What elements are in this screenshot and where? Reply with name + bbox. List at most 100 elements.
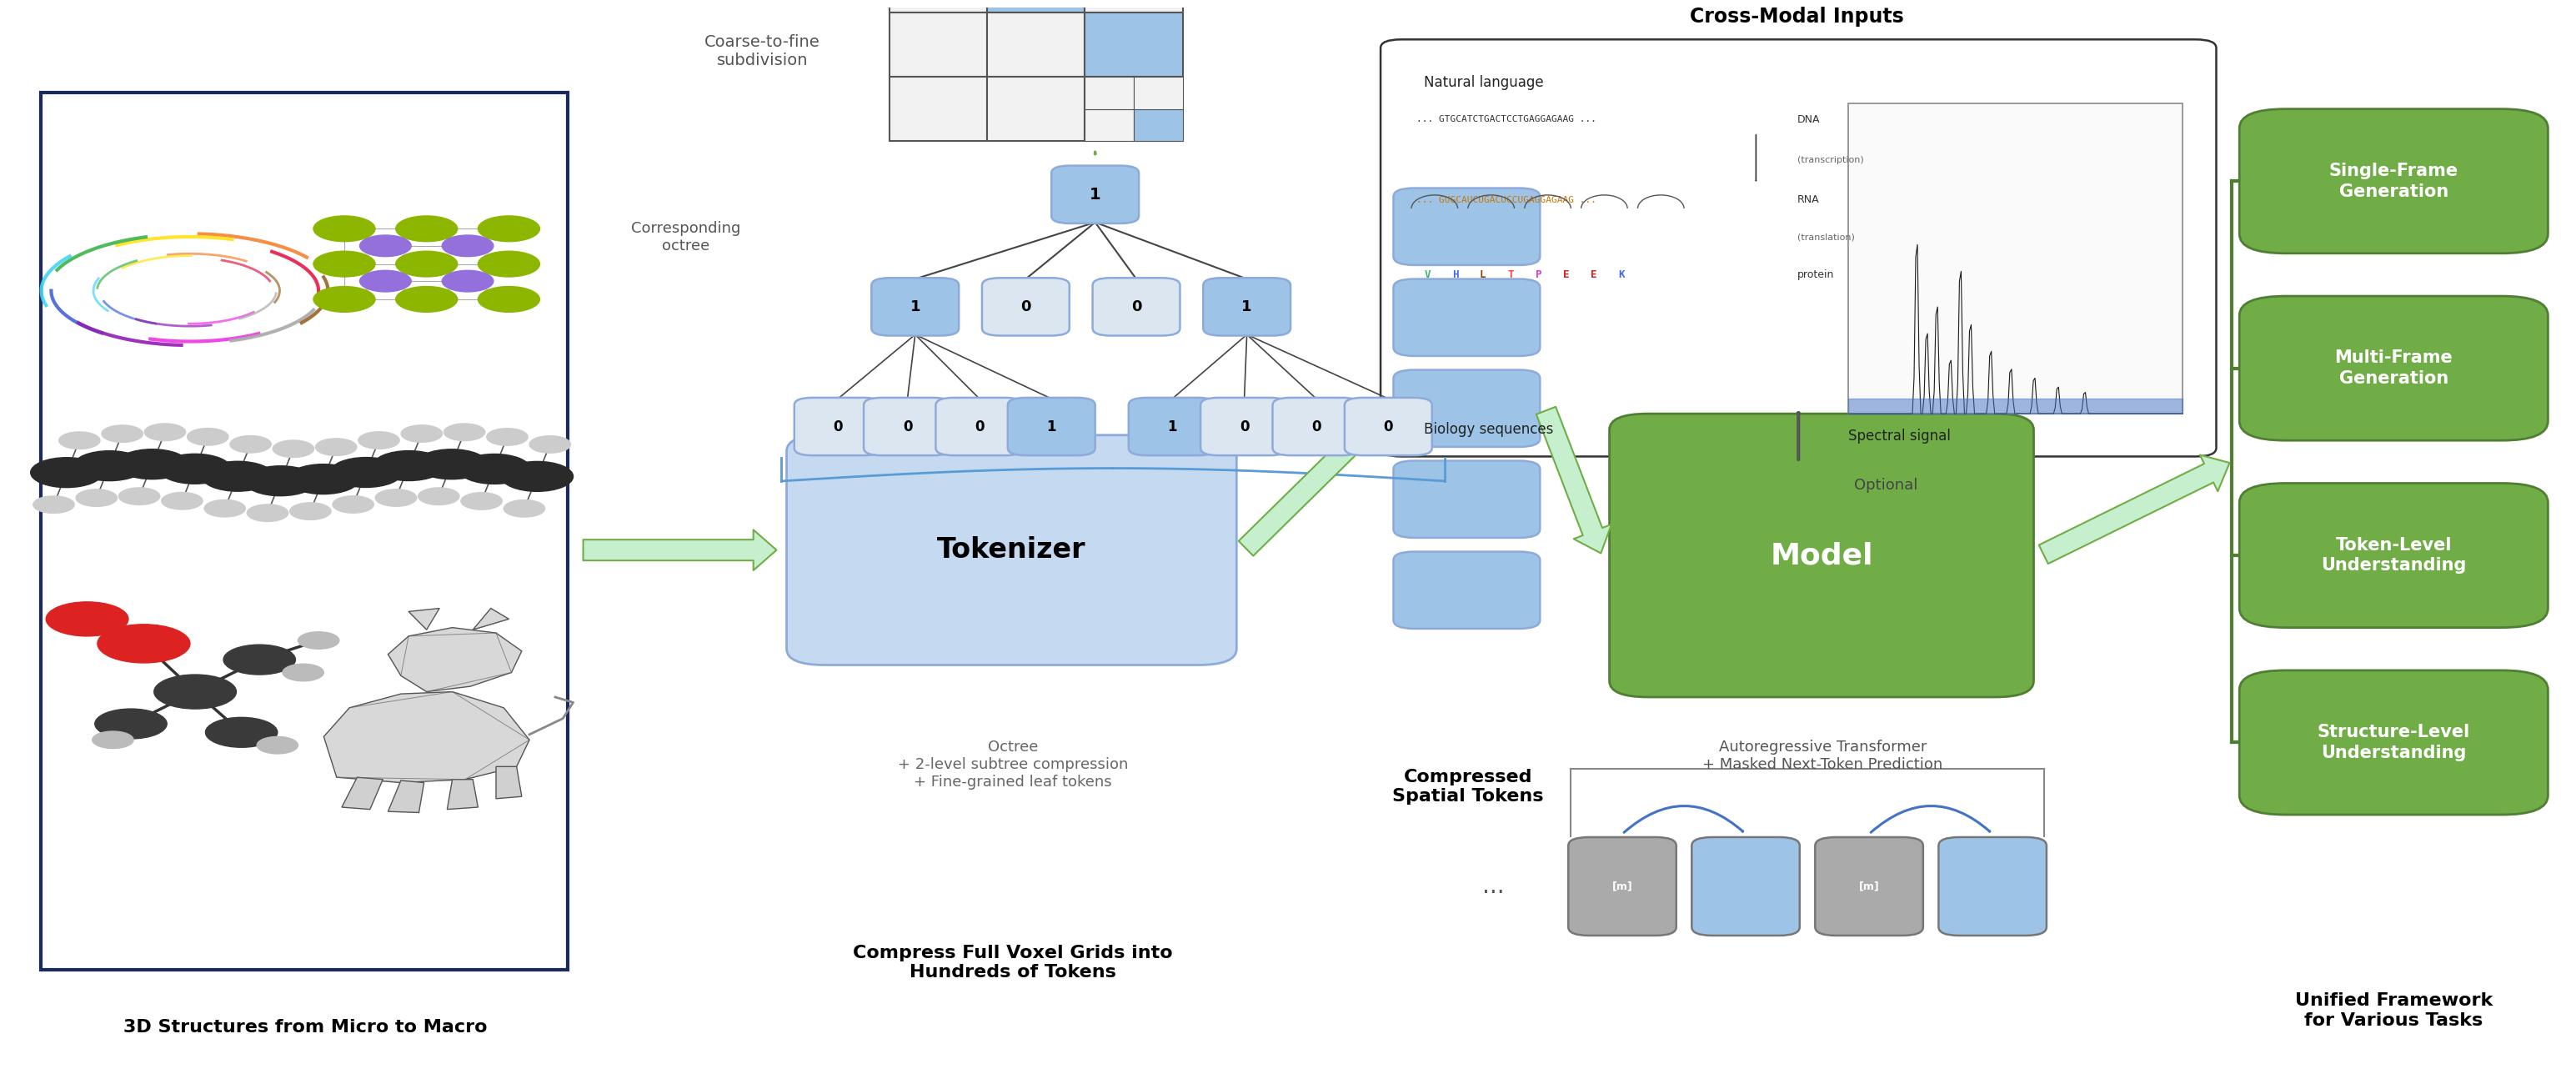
Circle shape: [273, 440, 314, 457]
Bar: [1133, 77, 1182, 109]
FancyBboxPatch shape: [1394, 551, 1540, 629]
Circle shape: [402, 425, 443, 442]
Circle shape: [461, 492, 502, 509]
Circle shape: [229, 436, 270, 453]
Text: 0: 0: [1239, 419, 1249, 434]
Polygon shape: [343, 777, 384, 809]
Circle shape: [98, 625, 191, 663]
Text: 0: 0: [1311, 419, 1321, 434]
Circle shape: [291, 503, 330, 520]
Text: 3D Structures from Micro to Macro: 3D Structures from Micro to Macro: [124, 1020, 487, 1036]
Circle shape: [459, 454, 531, 484]
FancyBboxPatch shape: [2239, 109, 2548, 254]
Text: Compress Full Voxel Grids into
Hundreds of Tokens: Compress Full Voxel Grids into Hundreds …: [853, 944, 1172, 981]
Circle shape: [397, 286, 459, 312]
Text: [m]: [m]: [1613, 880, 1633, 891]
Circle shape: [95, 709, 167, 739]
Circle shape: [361, 235, 412, 257]
Circle shape: [118, 488, 160, 505]
Circle shape: [314, 216, 376, 242]
Text: 0: 0: [974, 419, 984, 434]
Text: Model: Model: [1770, 542, 1873, 570]
Text: (translation): (translation): [1798, 233, 1855, 242]
Text: 1: 1: [1242, 299, 1252, 314]
Circle shape: [361, 271, 412, 291]
FancyBboxPatch shape: [1007, 398, 1095, 455]
FancyBboxPatch shape: [871, 278, 958, 336]
FancyBboxPatch shape: [2239, 483, 2548, 628]
Bar: [1084, 77, 1133, 109]
FancyBboxPatch shape: [1940, 837, 2045, 935]
Circle shape: [144, 424, 185, 440]
FancyBboxPatch shape: [1345, 398, 1432, 455]
Text: RNA: RNA: [1798, 194, 1819, 205]
Circle shape: [479, 251, 541, 277]
Bar: [987, 77, 1084, 141]
Circle shape: [100, 425, 142, 442]
FancyBboxPatch shape: [863, 398, 951, 455]
Circle shape: [59, 432, 100, 449]
FancyBboxPatch shape: [1394, 370, 1540, 447]
Text: Spectral signal: Spectral signal: [1850, 428, 1950, 443]
Text: Autoregressive Transformer
+ Masked Next-Token Prediction: Autoregressive Transformer + Masked Next…: [1703, 740, 1942, 773]
FancyBboxPatch shape: [1200, 398, 1288, 455]
Text: Structure-Level
Understanding: Structure-Level Understanding: [2318, 724, 2470, 761]
Text: Single-Frame
Generation: Single-Frame Generation: [2329, 163, 2458, 200]
Text: Unified Framework
for Various Tasks: Unified Framework for Various Tasks: [2295, 993, 2494, 1028]
Circle shape: [479, 286, 541, 312]
Text: 0: 0: [832, 419, 842, 434]
Text: Coarse-to-fine
subdivision: Coarse-to-fine subdivision: [703, 35, 819, 68]
Circle shape: [31, 457, 103, 488]
FancyBboxPatch shape: [1051, 166, 1139, 223]
Circle shape: [33, 496, 75, 514]
Circle shape: [502, 462, 572, 491]
Text: P: P: [1535, 270, 1540, 281]
Text: ...: ...: [1484, 875, 1504, 898]
Bar: [987, 0, 1084, 13]
Polygon shape: [474, 609, 510, 630]
Bar: [987, 13, 1084, 77]
Circle shape: [283, 664, 325, 681]
Polygon shape: [448, 779, 479, 809]
FancyBboxPatch shape: [1273, 398, 1360, 455]
FancyBboxPatch shape: [1569, 837, 1677, 935]
Circle shape: [46, 602, 129, 637]
FancyBboxPatch shape: [1394, 188, 1540, 265]
Polygon shape: [497, 766, 523, 798]
FancyBboxPatch shape: [1692, 837, 1801, 935]
Text: 0: 0: [1383, 419, 1394, 434]
FancyBboxPatch shape: [1203, 278, 1291, 336]
Text: protein: protein: [1798, 270, 1834, 281]
FancyBboxPatch shape: [1394, 279, 1540, 356]
Circle shape: [443, 235, 495, 257]
Circle shape: [258, 737, 299, 754]
FancyBboxPatch shape: [1610, 413, 2032, 697]
FancyBboxPatch shape: [786, 435, 1236, 665]
FancyBboxPatch shape: [1128, 398, 1216, 455]
FancyBboxPatch shape: [793, 398, 881, 455]
Bar: [41, 93, 569, 970]
FancyBboxPatch shape: [2239, 296, 2548, 440]
Bar: [1084, 77, 1182, 141]
Circle shape: [188, 428, 229, 446]
Circle shape: [93, 732, 134, 749]
Text: 0: 0: [902, 419, 912, 434]
Circle shape: [314, 438, 355, 455]
Circle shape: [314, 286, 376, 312]
Polygon shape: [410, 609, 440, 630]
Text: Optional: Optional: [1855, 478, 1917, 493]
Bar: [1850, 104, 2182, 413]
Circle shape: [397, 251, 459, 277]
Text: [m]: [m]: [1860, 880, 1880, 891]
FancyBboxPatch shape: [1381, 40, 2215, 456]
Text: Token-Level
Understanding: Token-Level Understanding: [2321, 536, 2465, 574]
Circle shape: [160, 454, 232, 483]
Text: 1: 1: [909, 299, 920, 314]
Circle shape: [75, 490, 116, 506]
Bar: [1084, 0, 1182, 13]
FancyBboxPatch shape: [935, 398, 1023, 455]
Text: T: T: [1507, 270, 1515, 281]
FancyBboxPatch shape: [981, 278, 1069, 336]
Text: K: K: [1618, 270, 1625, 281]
Circle shape: [332, 496, 374, 513]
